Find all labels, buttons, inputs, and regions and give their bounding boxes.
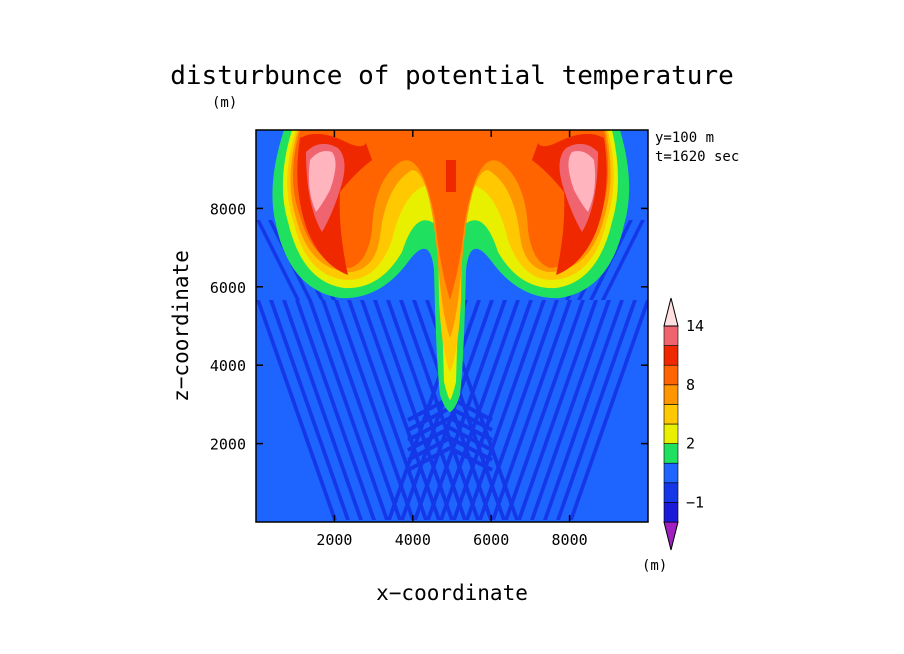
contour-pink-right xyxy=(568,151,596,212)
y-tick-label: 8000 xyxy=(210,200,246,218)
texture-stripe xyxy=(256,300,337,520)
colorbar-box xyxy=(663,482,679,503)
colorbar-box xyxy=(663,325,679,346)
y-tick-labels: 2000 4000 6000 8000 xyxy=(210,200,246,453)
annotation-time: t=1620 sec xyxy=(655,149,739,165)
texture-stripe xyxy=(308,300,389,520)
colorbar-box xyxy=(663,404,679,425)
colorbar-box xyxy=(663,502,679,523)
texture-stripe xyxy=(452,300,533,520)
texture-chevron xyxy=(407,415,493,442)
plot-frame xyxy=(255,129,649,523)
colorbar-tick-label: 2 xyxy=(686,435,695,453)
texture-chevron xyxy=(407,425,493,452)
y-tick-label: 6000 xyxy=(210,279,246,297)
x-tick-labels: 2000 4000 6000 8000 xyxy=(316,531,587,549)
plot-area xyxy=(256,130,648,522)
x-tick-label: 8000 xyxy=(552,531,588,549)
texture-stripe xyxy=(517,300,598,520)
y-tick-label: 4000 xyxy=(210,357,246,375)
texture-stripe xyxy=(543,300,624,520)
texture-stripe xyxy=(334,300,415,520)
texture-stripe xyxy=(601,220,645,300)
texture-stripe xyxy=(556,300,637,520)
texture-stripe xyxy=(269,300,350,520)
colorbar-extension-low xyxy=(663,521,679,551)
colorbar-box xyxy=(663,364,679,386)
contour-dark-orange xyxy=(293,130,609,300)
x-tick-label: 6000 xyxy=(473,531,509,549)
stem-core-red xyxy=(446,160,456,192)
colorbar-tick-labels: −1 2 8 14 xyxy=(686,317,704,511)
texture-stripe xyxy=(282,300,363,520)
colorbar-box xyxy=(663,443,679,464)
colorbar-box xyxy=(663,423,679,444)
colorbar-tick-label: 8 xyxy=(686,376,695,394)
colorbar-box xyxy=(663,462,679,484)
texture-chevron xyxy=(407,445,493,472)
texture-stripe xyxy=(256,220,300,300)
x-axis-label: x−coordinate xyxy=(376,581,528,605)
texture-chevron xyxy=(407,435,493,462)
colorbar-extension-high xyxy=(663,297,679,327)
x-tick-label: 4000 xyxy=(395,531,431,549)
texture-stripe xyxy=(321,300,402,520)
colorbar-tick-label: 14 xyxy=(686,317,704,335)
texture-stripe xyxy=(426,300,507,520)
unit-label-bottom: (m) xyxy=(642,558,667,574)
contour-pink-left xyxy=(308,151,336,212)
x-tick-label: 2000 xyxy=(316,531,352,549)
y-tick-label: 2000 xyxy=(210,436,246,454)
colorbar-box xyxy=(663,345,679,366)
texture-stripe xyxy=(530,300,611,520)
colorbar xyxy=(663,297,679,551)
plume xyxy=(272,130,630,412)
texture-stripe xyxy=(569,300,648,520)
axis-ticks xyxy=(256,130,648,522)
annotation-y-position: y=100 m xyxy=(655,130,714,146)
colorbar-box xyxy=(663,384,679,405)
unit-label-top: (m) xyxy=(212,95,237,111)
chart-title: disturbunce of potential temperature xyxy=(170,61,734,91)
texture-stripe xyxy=(491,300,572,520)
texture-stripe xyxy=(478,300,559,520)
texture-stripe xyxy=(439,300,520,520)
texture-stripe xyxy=(504,300,585,520)
y-axis-label: z−coordinate xyxy=(169,250,193,402)
texture-stripe xyxy=(295,300,376,520)
colorbar-tick-label: −1 xyxy=(686,493,704,511)
